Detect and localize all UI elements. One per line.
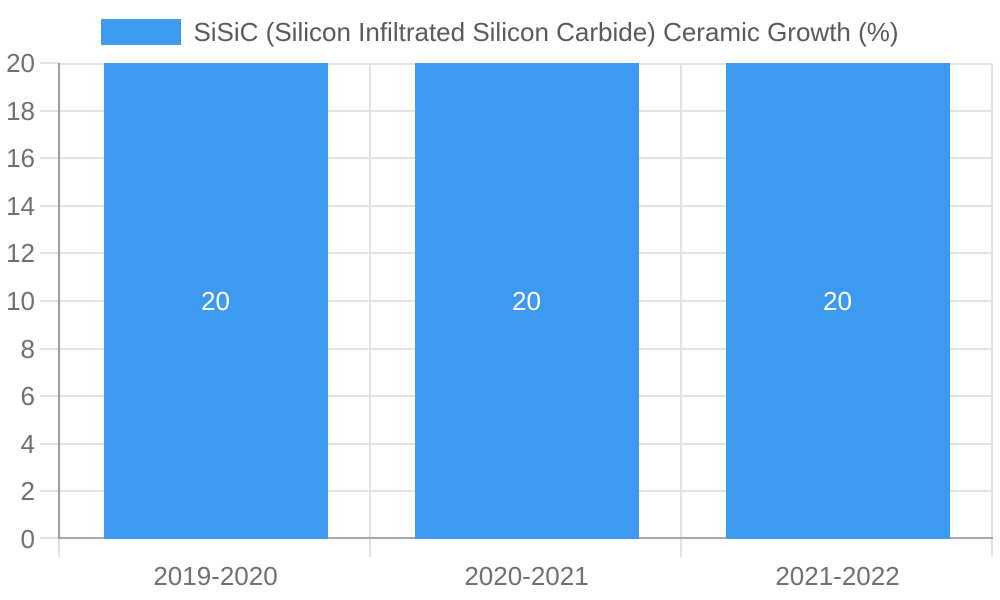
bar-value-label: 20 (823, 286, 852, 316)
y-axis-tick-label: 2 (20, 476, 35, 507)
y-axis-tick-label: 16 (6, 143, 35, 174)
legend-label: SiSiC (Silicon Infiltrated Silicon Carbi… (193, 17, 899, 47)
y-axis-tick-label: 14 (6, 190, 35, 221)
y-tick-mark (40, 347, 60, 350)
y-axis-tick-label: 8 (20, 333, 35, 364)
y-axis-tick-label: 6 (20, 381, 35, 412)
y-tick-mark (40, 442, 60, 445)
bar-value-label: 20 (512, 286, 541, 316)
y-axis-tick-label: 0 (20, 524, 35, 554)
x-axis-category-label: 2019-2020 (153, 561, 278, 591)
y-axis-tick-label: 4 (20, 428, 35, 459)
y-axis-tick-label: 18 (6, 95, 35, 126)
bar[interactable] (103, 63, 328, 539)
x-tick-mark (58, 539, 60, 557)
y-axis-tick-label: 10 (6, 286, 35, 316)
x-axis-category-label: 2020-2021 (464, 561, 589, 591)
y-tick-mark (40, 490, 60, 493)
x-gridline (991, 63, 993, 557)
x-axis-category-label: 2021-2022 (775, 561, 900, 591)
y-tick-mark (40, 537, 60, 539)
y-tick-mark (40, 109, 60, 112)
plot-area: 0 2 4 6 8 10 12 14 16 18 20 20 2019-2020 20 2020-2021 2… (6, 50, 993, 589)
y-tick-mark (40, 395, 60, 398)
y-tick-mark (40, 300, 60, 302)
x-gridline (680, 63, 682, 557)
legend[interactable]: SiSiC (Silicon Infiltrated Silicon Carbi… (0, 19, 1000, 45)
y-tick-mark (40, 252, 60, 255)
x-gridline (369, 63, 371, 557)
y-axis-tick-label: 12 (6, 238, 35, 269)
bar[interactable] (414, 63, 639, 539)
y-tick-mark (40, 157, 60, 160)
y-axis-line (58, 63, 60, 539)
y-tick-mark (40, 62, 60, 64)
y-axis-tick-label: 20 (6, 48, 35, 78)
legend-swatch (101, 19, 182, 45)
bar[interactable] (725, 63, 950, 539)
y-tick-mark (40, 204, 60, 207)
bar-value-label: 20 (201, 286, 230, 316)
